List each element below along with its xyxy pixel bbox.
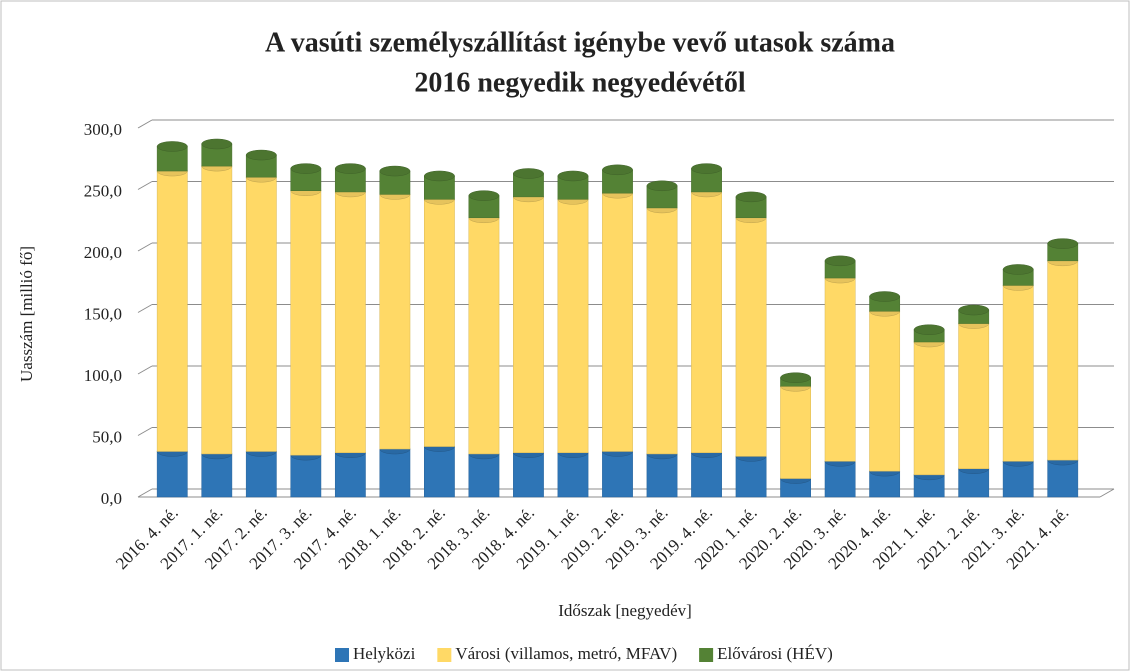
bar-segment [424,199,455,447]
bar-cap [156,141,188,152]
grid-line-side [137,365,153,375]
bar-segment [1002,461,1034,498]
grid-line-side [137,181,153,190]
bar-segment [1002,285,1034,462]
bar-cap [557,170,589,182]
grid-line-side [137,119,153,129]
bar-cap [913,324,945,335]
bar-segment [290,190,322,456]
bar-cap [735,191,767,203]
y-tick-label: 300,0 [84,120,122,139]
bar-segment [245,176,277,452]
legend-swatch [335,648,349,662]
bar-segment [468,453,500,498]
bar-cap [334,163,366,174]
bar-segment [156,170,188,452]
bar-segment [646,453,678,498]
legend-label: Elővárosi (HÉV) [717,644,833,663]
bar-segment [602,192,633,452]
bar-segment [780,386,811,479]
bar-segment [1047,260,1079,461]
bar-segment [379,194,411,450]
bar-segment [334,191,366,453]
bar-cap [1047,238,1079,249]
bar-segment [156,451,188,498]
y-tick-label: 200,0 [84,243,122,262]
bar-segment [691,452,722,498]
bar-segment [424,446,455,498]
legend-label: Helyközi [353,644,416,663]
bar-segment [958,323,990,469]
y-tick-label: 0,0 [101,489,122,508]
bar-segment [245,451,277,498]
bar-cap [958,304,990,316]
x-axis-title: Időszak [negyedév] [558,601,692,620]
bar-segment [913,341,945,476]
bar-segment [824,277,856,462]
legend-item: Városi (villamos, metró, MFAV) [437,644,677,663]
bar-cap [379,165,411,177]
bar-cap [245,149,277,161]
legend-item: Elővárosi (HÉV) [699,644,833,663]
bar-segment [824,461,856,498]
chart-subtitle: 2016 negyedik negyedévétől [414,67,746,98]
bar-cap [780,372,811,383]
legend-swatch [437,648,452,662]
y-tick-label: 250,0 [84,181,122,200]
floor-right [1099,488,1115,498]
bar-segment [602,451,633,498]
bar-cap [290,163,322,174]
legend-swatch [699,648,714,662]
bar-segment [1047,459,1079,498]
bar-segment [735,456,767,498]
legend-label: Városi (villamos, metró, MFAV) [455,644,677,663]
bar-segment [201,453,233,498]
bar-cap [201,138,233,150]
bar-segment [513,196,544,453]
bar-cap [824,255,856,267]
bar-segment [691,191,722,453]
bar-segment [869,311,901,472]
bar-cap [691,163,722,174]
y-tick-label: 150,0 [84,304,122,323]
bar-cap [1002,264,1034,275]
bar-segment [646,207,678,455]
bar-segment [290,454,322,498]
bar-segment [513,452,544,498]
bar-cap [869,291,901,302]
bar-cap [602,164,633,176]
bar-segment [557,199,589,453]
bar-segment [735,217,767,457]
grid-line-side [137,488,153,498]
y-axis-title: Uasszám [millió fő] [17,246,36,382]
grid-line-side [137,304,153,313]
bar-cap [468,190,500,201]
grid-line-side [137,242,153,252]
bar-cap [513,168,544,179]
bar-cap [646,180,678,192]
bar-segment [201,165,233,455]
grid-line-side [137,427,153,436]
bar-segment [334,452,366,498]
bar-segment [557,452,589,498]
bar-segment [468,217,500,455]
y-tick-label: 100,0 [84,366,122,385]
y-tick-label: 50,0 [92,427,122,446]
bar-segment [379,448,411,498]
bar-cap [424,170,455,182]
chart-title: A vasúti személyszállítást igénybe vevő … [265,27,895,58]
legend-item: Helyközi [335,644,416,663]
